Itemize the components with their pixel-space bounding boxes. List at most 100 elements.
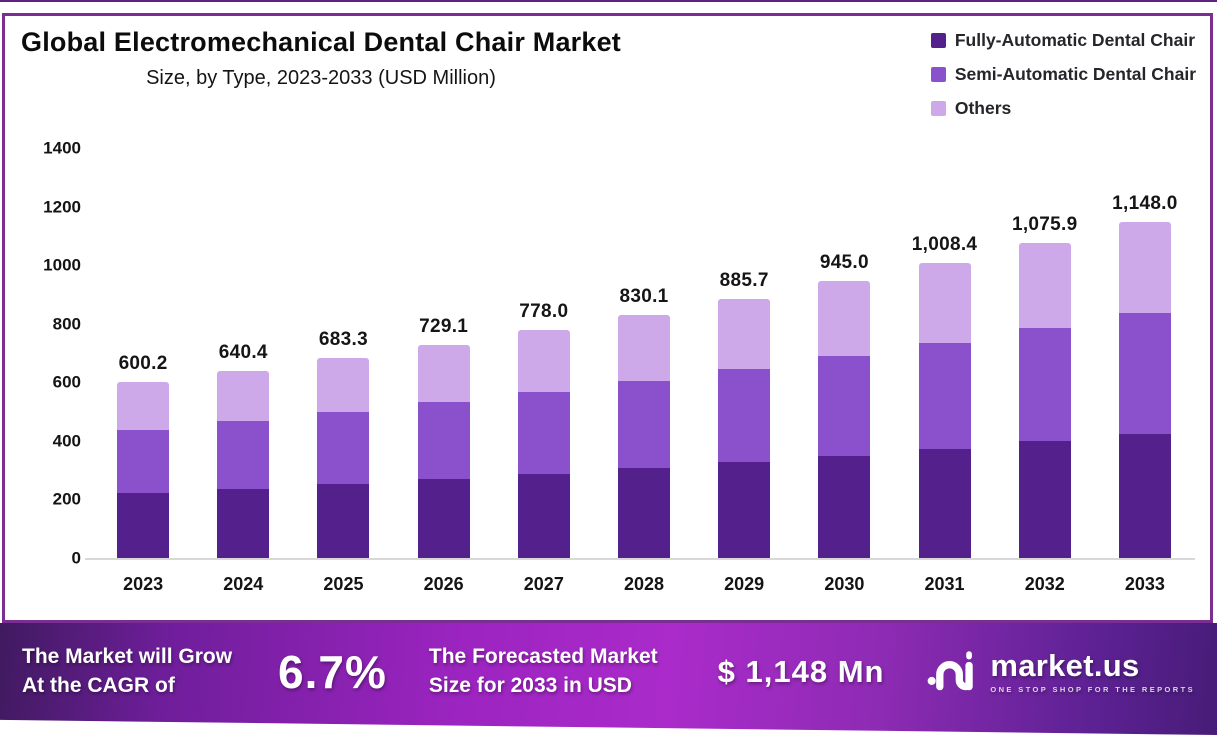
- stacked-bar-2024: [217, 370, 270, 558]
- x-tick-label: 2026: [423, 574, 464, 594]
- bar-segment: [718, 461, 771, 558]
- bar-segment: [317, 483, 370, 558]
- brand-name: market.us: [990, 647, 1140, 683]
- brand-text: market.us ONE STOP SHOP FOR THE REPORTS: [990, 650, 1195, 694]
- stacked-bar-2028: [617, 314, 670, 558]
- bar-column-2031: 1,008.4: [894, 234, 994, 558]
- bar-segment: [818, 355, 871, 456]
- bar-segment: [317, 358, 370, 412]
- bar-segment: [217, 420, 270, 489]
- bar-total-label: 945.0: [819, 252, 869, 274]
- bar-segment: [818, 281, 871, 356]
- banner-content: The Market will Grow At the CAGR of 6.7%…: [0, 623, 1217, 720]
- bar-segment: [1118, 433, 1171, 558]
- x-tick-label: 2025: [323, 574, 364, 594]
- bar-column-2026: 729.1: [394, 316, 494, 558]
- x-axis-line: [85, 558, 1195, 560]
- bar-total-label: 600.2: [118, 353, 168, 375]
- cagr-caption-line1: The Market will Grow: [22, 645, 233, 669]
- x-tick-label: 2030: [824, 574, 865, 594]
- stacked-bar-2025: [317, 358, 370, 558]
- bar-segment: [617, 468, 670, 558]
- brand-block: market.us ONE STOP SHOP FOR THE REPORTS: [926, 649, 1195, 695]
- forecast-value: $ 1,148 Mn: [717, 653, 885, 689]
- stacked-bar-2033: [1118, 221, 1171, 558]
- market-us-logo-icon: [927, 650, 974, 690]
- y-tick-label: 800: [52, 314, 81, 334]
- legend-label: Fully-Automatic Dental Chair: [954, 30, 1196, 50]
- x-tick-label: 2032: [1024, 574, 1065, 594]
- cagr-caption: The Market will Grow At the CAGR of: [22, 643, 232, 700]
- bar-column-2025: 683.3: [293, 329, 393, 558]
- y-axis: 0 200 400 600 800 1000 1200 1400: [17, 140, 81, 567]
- bar-column-2028: 830.1: [594, 286, 694, 558]
- bar-segment: [417, 402, 470, 479]
- bar-segment: [117, 429, 170, 493]
- x-tick-label: 2033: [1124, 574, 1165, 594]
- chart-heading: Global Electromechanical Dental Chair Ma…: [21, 27, 621, 90]
- bar-segment: [718, 298, 771, 369]
- bar-segment: [1118, 221, 1171, 313]
- bar-segment: [517, 330, 570, 392]
- chart-title: Global Electromechanical Dental Chair Ma…: [21, 27, 621, 57]
- bars: 600.2 640.4 683.3 729.1 778.0 830.1 885.7 945.0…: [93, 148, 1195, 558]
- y-tick-label: 200: [52, 489, 81, 509]
- bar-segment: [1018, 441, 1071, 558]
- x-tick-label: 2028: [623, 574, 665, 594]
- legend-swatch: [930, 33, 946, 48]
- bar-segment: [617, 380, 670, 469]
- bar-column-2032: 1,075.9: [995, 214, 1095, 558]
- brand-tagline: ONE STOP SHOP FOR THE REPORTS: [990, 684, 1195, 694]
- x-tick-label: 2031: [924, 574, 965, 594]
- x-tick-label: 2027: [523, 574, 564, 594]
- bar-total-label: 778.0: [519, 301, 569, 323]
- chart-legend: Fully-Automatic Dental Chair Semi-Automat…: [930, 30, 1196, 132]
- bar-total-label: 729.1: [419, 315, 469, 337]
- bar-total-label: 683.3: [318, 329, 368, 351]
- bar-segment: [818, 455, 871, 558]
- bar-segment: [317, 411, 370, 484]
- stacked-bar-2029: [718, 298, 771, 558]
- y-tick-label: 400: [52, 431, 81, 451]
- y-tick-label: 0: [71, 548, 81, 568]
- x-axis: 2023 2024 2025 2026 2027 2028 2029 2030 2031 2032…: [93, 574, 1195, 595]
- x-tick-label: 2024: [223, 574, 264, 594]
- bar-total-label: 830.1: [619, 285, 669, 307]
- stacked-bar-2023: [117, 382, 170, 558]
- bar-segment: [417, 344, 470, 403]
- forecast-caption: The Forecasted Market Size for 2033 in U…: [429, 643, 658, 700]
- bar-total-label: 1,008.4: [911, 233, 978, 255]
- legend-label: Others: [954, 98, 1012, 118]
- forecast-caption-line2: Size for 2033 in USD: [428, 673, 632, 697]
- bar-column-2023: 600.2: [93, 353, 193, 558]
- bar-segment: [517, 391, 570, 474]
- bar-segment: [217, 370, 270, 421]
- bar-total-label: 885.7: [719, 269, 769, 291]
- bar-total-label: 1,075.9: [1011, 214, 1078, 236]
- legend-item-0: Fully-Automatic Dental Chair: [930, 30, 1196, 51]
- bar-column-2030: 945.0: [794, 252, 894, 558]
- bar-column-2033: 1,148.0: [1095, 193, 1195, 558]
- stacked-bar-2027: [517, 330, 570, 558]
- bar-total-label: 640.4: [218, 341, 268, 363]
- stacked-bar-2030: [818, 281, 871, 558]
- bar-segment: [417, 478, 470, 558]
- y-tick-label: 1000: [43, 255, 81, 275]
- y-tick-label: 600: [52, 372, 81, 392]
- top-border-strip: [0, 0, 1217, 2]
- legend-item-2: Others: [930, 98, 1196, 119]
- legend-item-1: Semi-Automatic Dental Chair: [930, 64, 1196, 85]
- bar-segment: [217, 488, 270, 558]
- plot-area: 600.2 640.4 683.3 729.1 778.0 830.1 885.7 945.0…: [85, 148, 1195, 560]
- y-tick-label: 1400: [43, 138, 81, 158]
- chart-card: Global Electromechanical Dental Chair Ma…: [2, 13, 1213, 623]
- stacked-bar-2026: [417, 344, 470, 558]
- bar-segment: [517, 473, 570, 558]
- bar-total-label: 1,148.0: [1112, 192, 1178, 214]
- bar-segment: [1118, 312, 1171, 434]
- bar-segment: [117, 493, 170, 558]
- legend-swatch: [930, 101, 946, 116]
- cagr-value: 6.7%: [278, 645, 387, 698]
- x-tick-label: 2029: [724, 574, 765, 594]
